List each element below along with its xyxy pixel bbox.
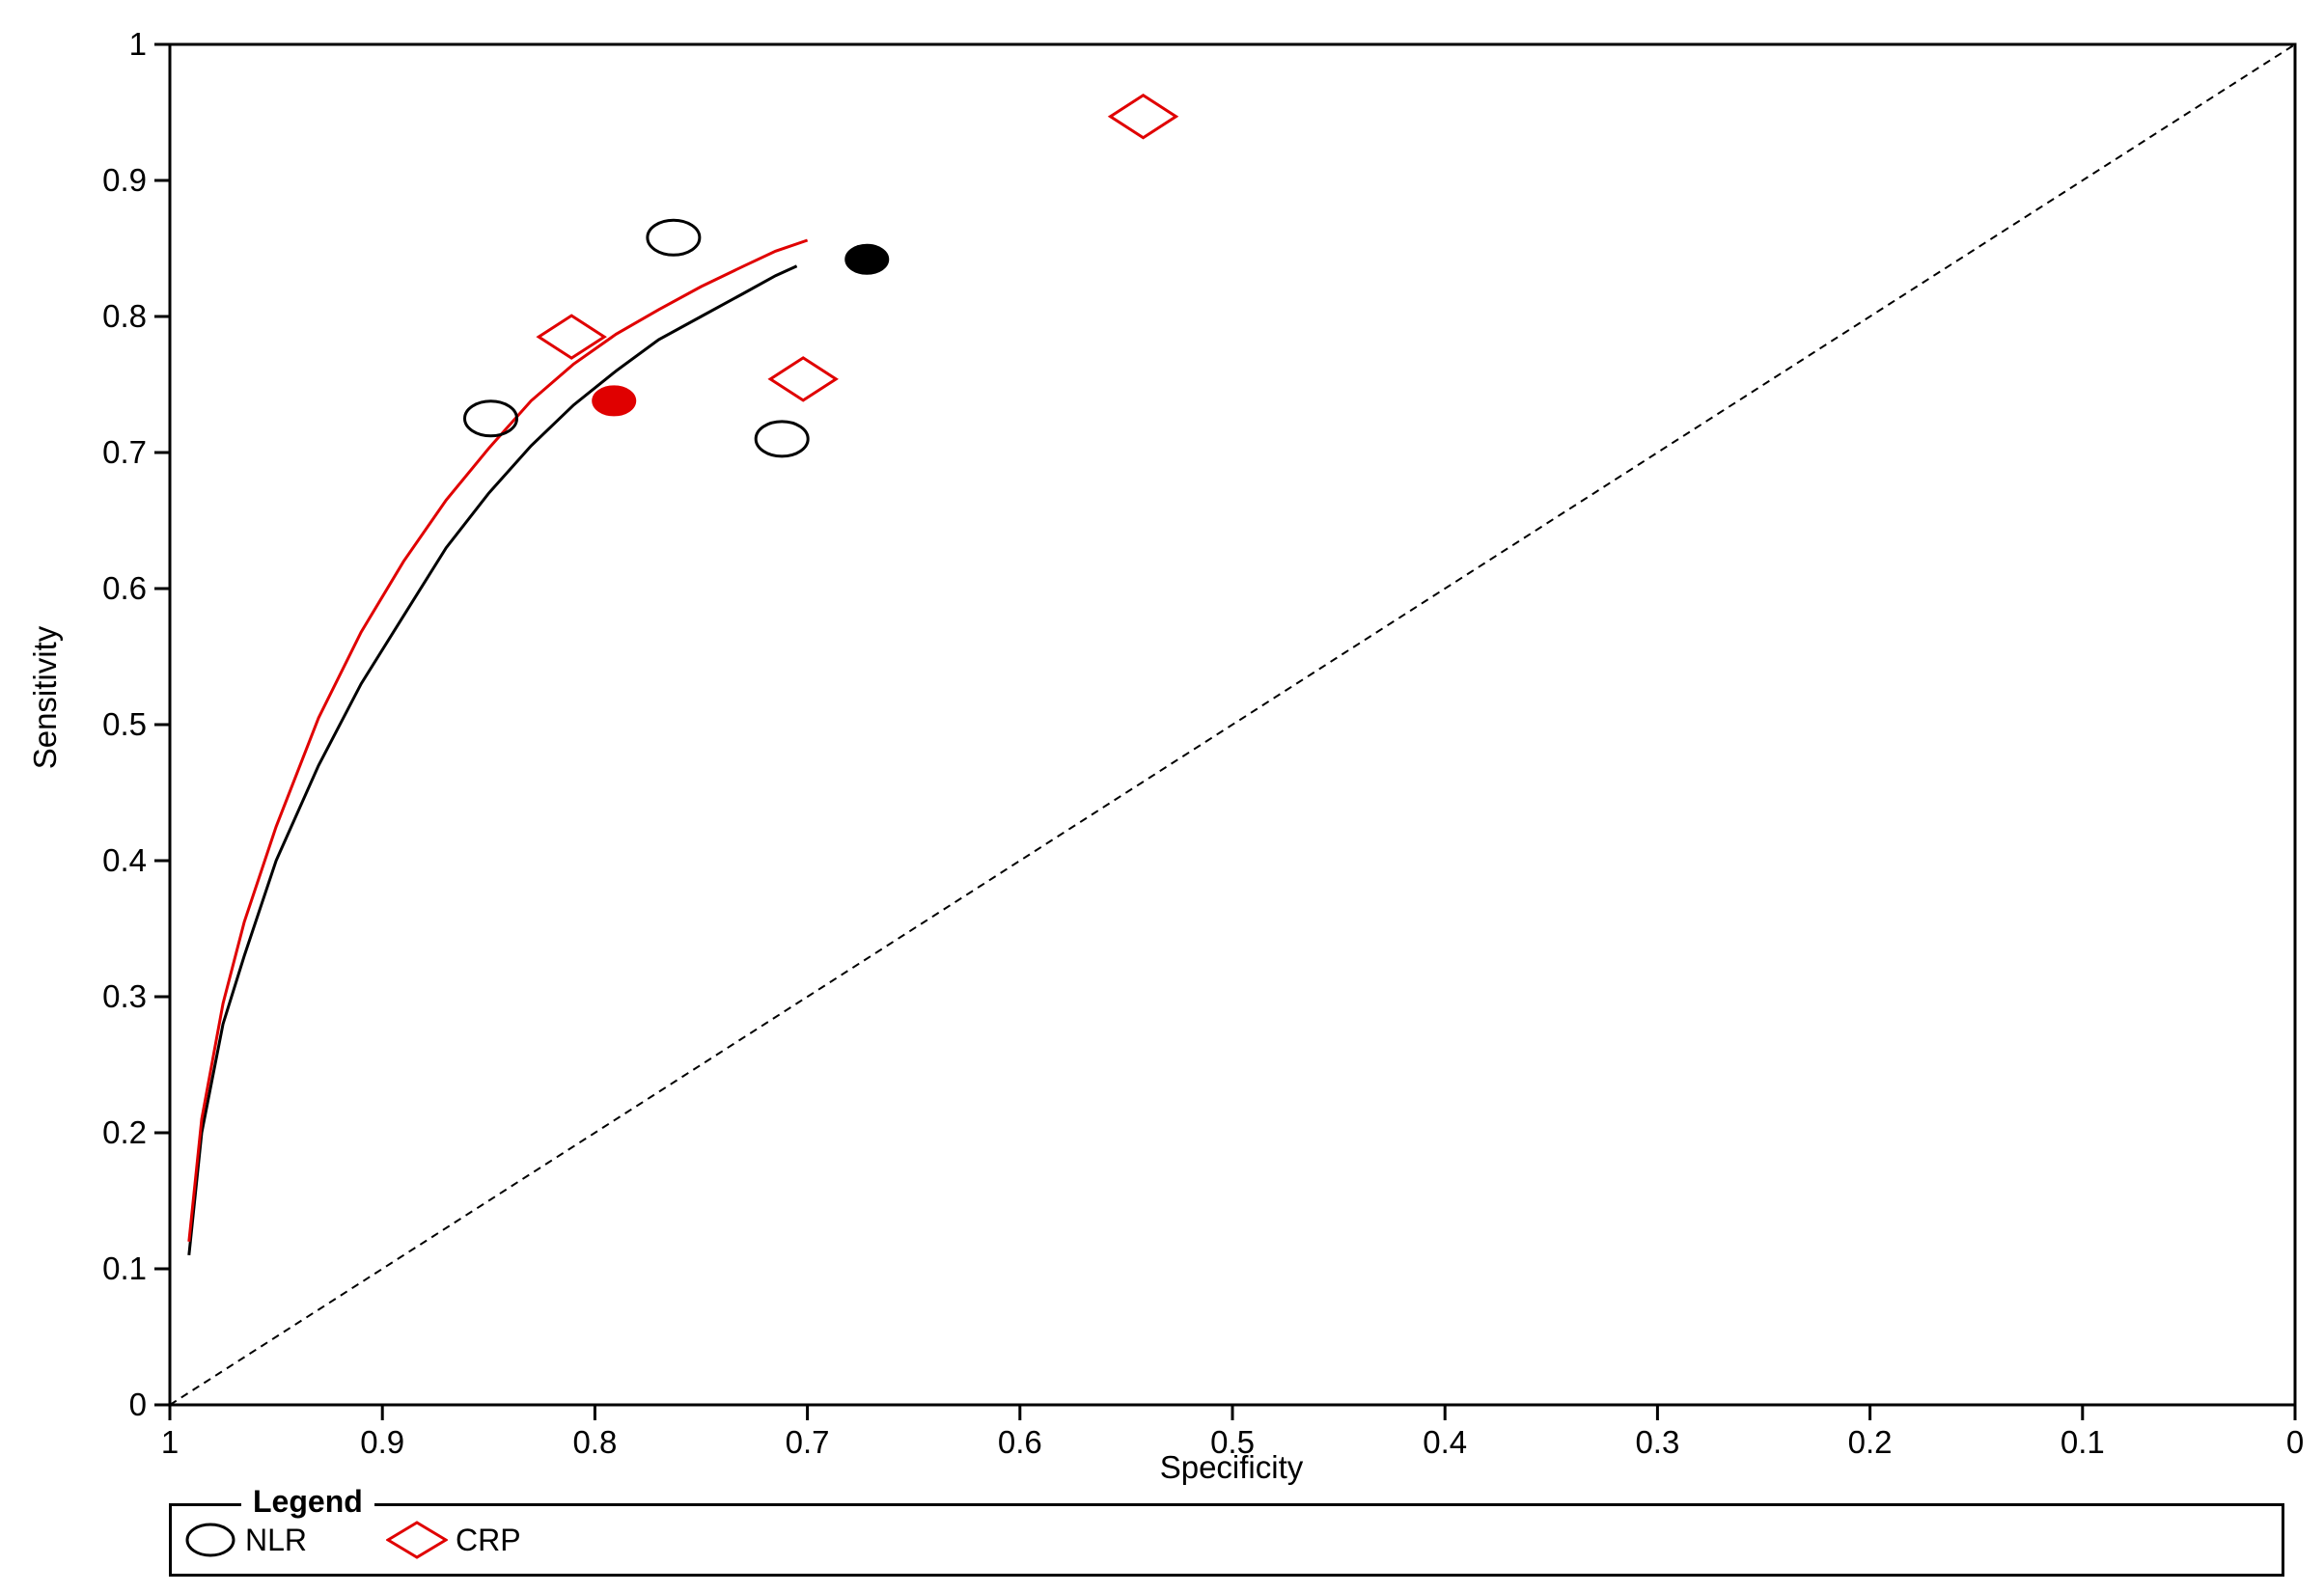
study-point-nlr (463, 399, 519, 438)
circle-marker-icon (185, 1523, 235, 1557)
x-axis-title: Specificity (1160, 1449, 1304, 1485)
y-tick-label: 0.2 (102, 1114, 147, 1150)
study-point-nlr (754, 420, 810, 458)
point-layer (463, 93, 1179, 458)
y-tick-label: 0.6 (102, 570, 147, 606)
legend-entry-crp: CRP (386, 1521, 521, 1559)
x-tick-label: 0.4 (1423, 1424, 1467, 1460)
roc-chart: 1 0.9 0.8 0.7 0.6 0.5 0.4 0.3 0.2 0.1 0 0 0.1 0.2 0.3 0… (27, 26, 2304, 1485)
summary-point-crp (592, 385, 637, 417)
y-tick-label: 0.3 (102, 978, 147, 1014)
reference-line-layer (169, 43, 2296, 1406)
x-tick-label: 0 (2286, 1424, 2304, 1460)
x-tick-label: 1 (161, 1424, 179, 1460)
x-tick-label: 0.1 (2061, 1424, 2105, 1460)
study-point-crp (536, 314, 607, 360)
x-tick-label: 0.6 (998, 1424, 1042, 1460)
legend-box (169, 1503, 2284, 1577)
x-tick-label: 0.7 (786, 1424, 830, 1460)
y-axis-title: Sensitivity (27, 625, 63, 769)
curve-layer (187, 238, 809, 1256)
reference-diagonal-line (169, 43, 2296, 1406)
legend-title: Legend (241, 1484, 374, 1519)
x-tick-label: 0.2 (1848, 1424, 1893, 1460)
legend-label-nlr: NLR (245, 1522, 308, 1557)
y-tick-label: 0.9 (102, 162, 147, 198)
y-tick-label: 0.1 (102, 1250, 147, 1286)
study-point-nlr (646, 218, 702, 257)
legend-entry-nlr: NLR (183, 1521, 307, 1559)
sroc-curve-crp (187, 238, 809, 1242)
x-tick-label: 0.5 (1210, 1424, 1255, 1460)
y-tick-label: 0.7 (102, 434, 147, 470)
y-tick-label: 1 (129, 26, 147, 62)
y-tick-label: 0.5 (102, 706, 147, 742)
study-point-crp (767, 356, 839, 402)
diamond-marker-icon (386, 1521, 448, 1559)
y-tick-label: 0.4 (102, 842, 147, 878)
sroc-curve-nlr (187, 264, 798, 1256)
x-tick-label: 0.8 (572, 1424, 617, 1460)
legend-label-crp: CRP (456, 1522, 521, 1557)
summary-point-nlr (844, 243, 890, 275)
study-point-crp (1107, 93, 1179, 140)
x-tick-label: 0.3 (1635, 1424, 1679, 1460)
x-tick-label: 0.9 (360, 1424, 404, 1460)
y-tick-label: 0.8 (102, 298, 147, 334)
axis-layer: 1 0.9 0.8 0.7 0.6 0.5 0.4 0.3 0.2 0.1 0 0 0.1 0.2 0.3 0… (102, 26, 2304, 1460)
y-tick-label: 0 (129, 1387, 147, 1422)
